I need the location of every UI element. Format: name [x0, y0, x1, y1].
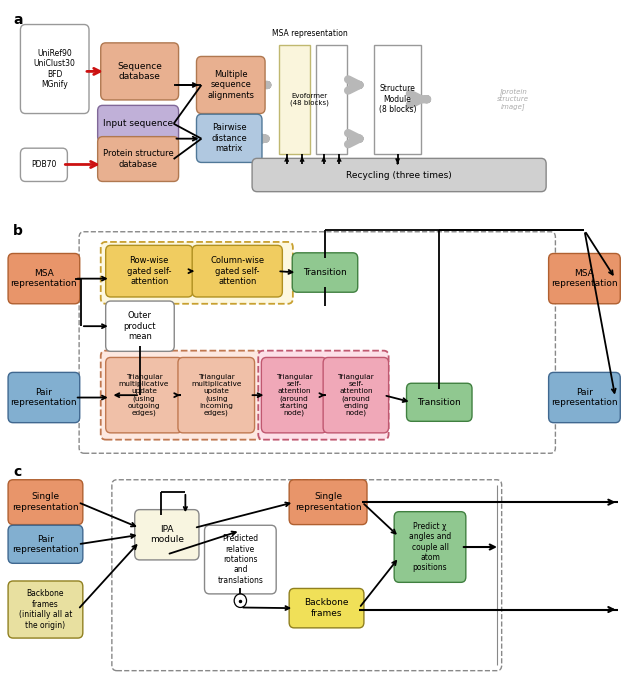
- Text: Row-wise
gated self-
attention: Row-wise gated self- attention: [127, 256, 172, 286]
- FancyBboxPatch shape: [374, 45, 421, 153]
- FancyBboxPatch shape: [196, 56, 265, 114]
- FancyBboxPatch shape: [101, 242, 293, 303]
- FancyBboxPatch shape: [323, 358, 389, 433]
- Text: MSA
representation: MSA representation: [551, 269, 618, 288]
- Text: b: b: [13, 223, 23, 238]
- FancyBboxPatch shape: [292, 253, 358, 292]
- Text: UniRef90
UniClust30
BFD
MGnify: UniRef90 UniClust30 BFD MGnify: [34, 49, 75, 89]
- Text: Structure
Module
(8 blocks): Structure Module (8 blocks): [379, 84, 416, 114]
- Text: Sequence
database: Sequence database: [117, 62, 162, 81]
- Text: Outer
product
mean: Outer product mean: [124, 311, 156, 341]
- FancyBboxPatch shape: [8, 253, 80, 303]
- Text: Recycling (three times): Recycling (three times): [346, 171, 452, 179]
- Text: MSA
representation: MSA representation: [11, 269, 77, 288]
- Text: IPA
module: IPA module: [150, 525, 184, 545]
- Text: Transition: Transition: [418, 398, 461, 407]
- FancyBboxPatch shape: [101, 351, 262, 440]
- FancyBboxPatch shape: [394, 512, 466, 582]
- FancyBboxPatch shape: [259, 351, 389, 440]
- Text: MSA representation: MSA representation: [272, 29, 347, 38]
- Text: Transition: Transition: [303, 268, 347, 277]
- FancyBboxPatch shape: [106, 358, 182, 433]
- FancyBboxPatch shape: [178, 358, 255, 433]
- Text: Pair
representation: Pair representation: [551, 388, 618, 408]
- FancyBboxPatch shape: [252, 158, 546, 192]
- FancyBboxPatch shape: [8, 581, 83, 638]
- FancyBboxPatch shape: [8, 479, 83, 525]
- FancyBboxPatch shape: [316, 45, 347, 153]
- FancyBboxPatch shape: [106, 245, 192, 297]
- Text: Backbone
frames
(initially all at
the origin): Backbone frames (initially all at the or…: [19, 589, 72, 630]
- FancyBboxPatch shape: [548, 373, 620, 423]
- Text: Input sequence: Input sequence: [103, 119, 173, 128]
- FancyBboxPatch shape: [279, 45, 309, 153]
- Text: Multiple
sequence
alignments: Multiple sequence alignments: [208, 70, 254, 100]
- Text: Protein structure
database: Protein structure database: [103, 149, 174, 169]
- FancyBboxPatch shape: [289, 479, 367, 525]
- Text: Single
representation: Single representation: [12, 493, 79, 512]
- Text: Pair
representation: Pair representation: [12, 534, 79, 554]
- Text: [protein
structure
image]: [protein structure image]: [498, 88, 530, 110]
- Text: Pairwise
distance
matrix: Pairwise distance matrix: [211, 123, 247, 153]
- Text: Column-wise
gated self-
attention: Column-wise gated self- attention: [210, 256, 264, 286]
- Text: a: a: [13, 13, 23, 27]
- Text: Triangular
self-
attention
(around
starting
node): Triangular self- attention (around start…: [276, 374, 313, 416]
- FancyBboxPatch shape: [406, 384, 472, 421]
- FancyBboxPatch shape: [262, 358, 327, 433]
- Text: Backbone
frames: Backbone frames: [304, 599, 348, 618]
- FancyBboxPatch shape: [548, 253, 620, 303]
- Text: Evoformer
(48 blocks): Evoformer (48 blocks): [290, 92, 329, 106]
- FancyBboxPatch shape: [20, 25, 89, 114]
- FancyBboxPatch shape: [97, 105, 179, 142]
- Text: Single
representation: Single representation: [295, 493, 362, 512]
- FancyBboxPatch shape: [289, 588, 364, 628]
- Text: Predicted
relative
rotations
and
translations: Predicted relative rotations and transla…: [218, 534, 264, 585]
- Text: PDB70: PDB70: [31, 160, 57, 169]
- FancyBboxPatch shape: [8, 525, 83, 563]
- FancyBboxPatch shape: [101, 43, 179, 100]
- Text: Predict χ
angles and
couple all
atom
positions: Predict χ angles and couple all atom pos…: [409, 522, 451, 572]
- Text: Triangular
multiplicative
update
(using
outgoing
edges): Triangular multiplicative update (using …: [119, 374, 169, 416]
- FancyBboxPatch shape: [196, 114, 262, 162]
- Text: Pair representation: Pair representation: [273, 160, 347, 169]
- Text: Pair
representation: Pair representation: [11, 388, 77, 408]
- Text: c: c: [13, 465, 21, 479]
- FancyBboxPatch shape: [106, 301, 174, 351]
- FancyBboxPatch shape: [97, 136, 179, 182]
- FancyBboxPatch shape: [204, 525, 276, 594]
- Text: Triangular
self-
attention
(around
ending
node): Triangular self- attention (around endin…: [338, 374, 374, 416]
- FancyBboxPatch shape: [192, 245, 282, 297]
- FancyBboxPatch shape: [20, 148, 67, 182]
- FancyBboxPatch shape: [135, 510, 199, 560]
- FancyBboxPatch shape: [8, 373, 80, 423]
- Text: Triangular
multiplicative
update
(using
incoming
edges): Triangular multiplicative update (using …: [191, 374, 242, 416]
